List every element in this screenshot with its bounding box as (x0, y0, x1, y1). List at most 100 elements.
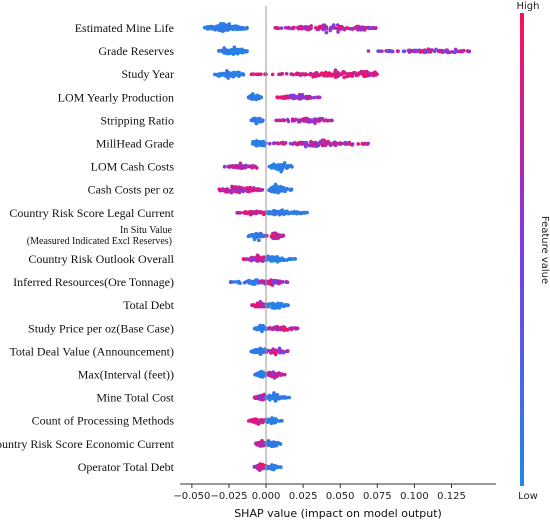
shap-point (246, 95, 251, 100)
x-axis-label: SHAP value (impact on model output) (234, 507, 442, 520)
shap-point (253, 395, 257, 399)
shap-point (222, 46, 226, 51)
shap-point (272, 279, 276, 283)
shap-point (280, 141, 285, 146)
shap-point (244, 186, 248, 190)
shap-point (241, 27, 245, 31)
shap-point (253, 304, 258, 308)
shap-point (225, 50, 230, 54)
shap-point (282, 161, 287, 165)
shap-point (347, 141, 351, 146)
shap-point (261, 234, 265, 239)
shap-point (308, 71, 313, 76)
shap-point (258, 232, 263, 237)
shap-point (289, 327, 294, 332)
shap-point (237, 49, 242, 53)
shap-point (252, 118, 257, 122)
shap-point (250, 188, 254, 193)
shap-point (301, 210, 306, 215)
shap-point (222, 72, 226, 77)
shap-point (312, 142, 317, 147)
shap-point (207, 26, 211, 31)
shap-point (290, 165, 294, 169)
shap-point (367, 73, 372, 78)
shap-point (291, 72, 296, 77)
shap-point (270, 372, 275, 376)
shap-point (376, 49, 380, 53)
shap-point (253, 210, 257, 214)
shap-point (282, 96, 287, 101)
shap-point (234, 185, 238, 189)
feature-label: Max(Interval (feet)) (78, 368, 174, 382)
shap-point (267, 141, 272, 146)
shap-point (237, 25, 242, 30)
shap-point (270, 255, 275, 260)
shap-point (362, 73, 367, 78)
shap-point (271, 210, 275, 215)
shap-point (346, 26, 351, 31)
shap-point (282, 118, 287, 123)
shap-point (297, 118, 302, 122)
shap-point (270, 72, 275, 77)
shap-point (251, 257, 256, 261)
shap-point (285, 117, 290, 122)
feature-label: Inferred Resources(Ore Tonnage) (13, 275, 174, 289)
shap-point (277, 349, 282, 354)
shap-point (260, 438, 264, 443)
shap-point (241, 257, 246, 261)
shap-point (313, 71, 318, 76)
shap-point (258, 95, 263, 100)
feature-label: Total Debt (123, 298, 174, 312)
shap-point (227, 165, 231, 169)
shap-point (288, 141, 293, 146)
shap-point (261, 212, 266, 217)
shap-point (244, 163, 248, 168)
shap-point (342, 75, 346, 79)
shap-point (291, 25, 296, 30)
shap-point (309, 119, 313, 124)
shap-point (308, 26, 313, 31)
shap-point (436, 49, 441, 54)
shap-point (274, 440, 278, 445)
shap-point (248, 279, 253, 284)
shap-point (322, 118, 327, 123)
feature-label: Stripping Ratio (100, 113, 174, 127)
shap-point (256, 210, 260, 215)
shap-point (260, 348, 264, 353)
shap-point (259, 210, 263, 215)
shap-point (419, 49, 424, 54)
shap-point (328, 28, 333, 33)
shap-point (284, 72, 289, 76)
shap-point (229, 280, 233, 284)
shap-point (277, 280, 281, 285)
feature-label: Operator Total Debt (78, 460, 175, 474)
shap-point (389, 49, 394, 54)
shap-point (221, 29, 226, 33)
shap-point (276, 118, 281, 123)
shap-point (258, 117, 263, 122)
shap-point (282, 211, 286, 216)
colorbar-low-label: Low (518, 491, 538, 502)
feature-labels: Estimated Mine Life Grade Reserves Study Y… (0, 21, 175, 474)
feature-label: Cash Costs per oz (88, 183, 174, 197)
shap-point (234, 164, 238, 169)
shap-point (280, 166, 285, 171)
shap-point (281, 350, 286, 355)
shap-point (273, 233, 278, 238)
shap-point (232, 45, 237, 50)
shap-point (327, 141, 332, 146)
shap-point (280, 303, 285, 307)
shap-point (366, 49, 371, 53)
shap-point (234, 51, 238, 55)
shap-point (293, 141, 297, 145)
shap-point (266, 396, 271, 400)
shap-point (259, 188, 264, 192)
shap-point (260, 466, 264, 471)
shap-point (366, 25, 371, 30)
shap-point (295, 72, 300, 76)
shap-point (253, 94, 258, 98)
shap-point (267, 257, 272, 262)
shap-point (275, 395, 280, 400)
shap-point (256, 188, 261, 193)
x-tick-label: 0.075 (363, 491, 392, 502)
